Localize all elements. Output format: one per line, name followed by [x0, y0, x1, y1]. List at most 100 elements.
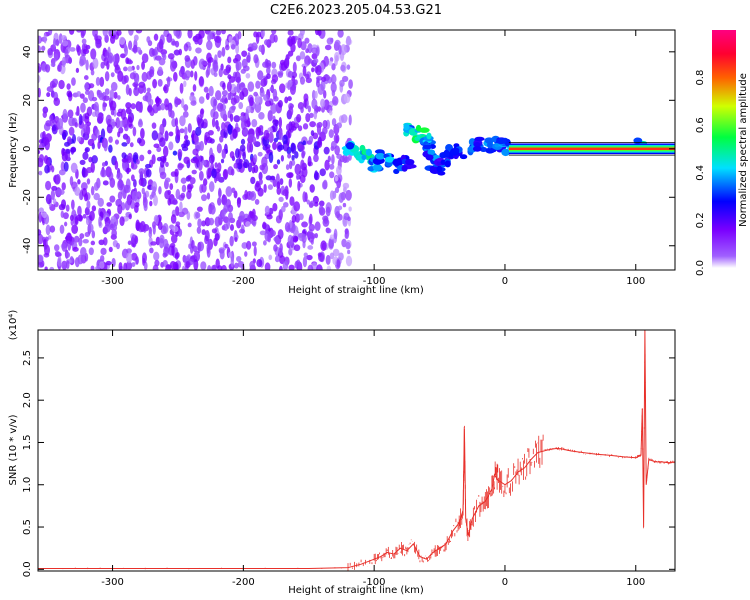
spectrogram-noise-cell — [159, 137, 166, 148]
spectrogram-noise-cell — [130, 163, 138, 170]
spectrogram-noise-cell — [247, 81, 255, 92]
spectrogram-noise-cell — [316, 264, 323, 270]
spectrogram-noise-cell — [175, 125, 179, 137]
spectrogram-noise-cell — [296, 259, 301, 268]
spectrogram-noise-cell — [167, 53, 175, 60]
spectrogram-noise-cell — [327, 155, 331, 163]
snr-x-tick-label: 0 — [502, 577, 508, 588]
spectrogram-noise-cell — [201, 194, 208, 202]
spectrogram-noise-cell — [108, 144, 113, 153]
spectrogram-noise-cell — [51, 165, 55, 173]
spectrogram-noise-cell — [238, 101, 244, 110]
spectrogram-noise-cell — [130, 174, 135, 182]
spectrogram-noise-cell — [136, 137, 142, 144]
spectrogram-noise-cell — [204, 230, 210, 242]
spectrogram-noise-cell — [179, 115, 186, 127]
spectrogram-noise-cell — [308, 223, 315, 232]
spectrogram-noise-cell — [159, 237, 164, 249]
spectrogram-noise-cell — [229, 113, 234, 122]
spectrogram-noise-cell — [294, 163, 302, 176]
spectrogram-noise-cell — [273, 163, 278, 170]
spectrogram-noise-cell — [82, 48, 90, 55]
spectrogram-noise-cell — [187, 123, 192, 133]
spectrogram-noise-cell — [171, 245, 175, 256]
spectrogram-noise-cell — [164, 190, 171, 200]
spectrogram-noise-cell — [157, 221, 163, 230]
snr-y-ticks: 0.0 0.5 1.0 1.5 2.0 2.5 — [22, 350, 675, 577]
spectrogram-noise-cell — [153, 194, 158, 207]
spectrogram-noise-cell — [158, 186, 162, 195]
spectrogram-signal-cell — [393, 168, 400, 175]
spectrogram-noise-cell — [45, 64, 51, 73]
spectrogram-noise-cell — [168, 141, 174, 151]
spectrogram-noise-cell — [87, 223, 94, 233]
spectrogram-noise-cell — [79, 93, 85, 99]
spectrogram-noise-cell — [300, 106, 304, 114]
spectrogram-noise-cell — [348, 206, 352, 212]
spectrogram-noise-cell — [164, 130, 169, 142]
spectrogram-noise-cell — [138, 81, 146, 88]
spectrogram-noise-cell — [138, 168, 145, 175]
spectrogram-noise-cell — [159, 123, 165, 136]
spectrogram-noise-cell — [249, 96, 254, 107]
spectrogram-noise-cell — [76, 136, 82, 142]
spectrogram-noise-cell — [276, 186, 282, 195]
spectrogram-noise-cell — [340, 44, 347, 56]
spectrogram-noise-cell — [257, 70, 264, 81]
spectrogram-noise-cell — [116, 242, 120, 250]
spectrogram-noise-cell — [290, 142, 297, 154]
spectrogram-noise-cell — [216, 125, 221, 132]
spectrogram-noise-cell — [258, 112, 265, 120]
spectrogram-noise-cell — [86, 200, 91, 210]
spectrogram-noise-cell — [302, 140, 306, 146]
spectrogram-noise-cell — [103, 57, 109, 66]
spectrogram-noise-cell — [300, 159, 305, 171]
spectrogram-noise-cell — [91, 230, 96, 239]
spectrogram-noise-cell — [283, 201, 289, 208]
spectrogram-noise-cell — [194, 70, 198, 81]
spectrogram-noise-cell — [309, 121, 316, 128]
spectrogram-noise-cell — [228, 251, 233, 258]
spectrogram-noise-cell — [293, 244, 301, 252]
spectrogram-noise-cell — [146, 87, 151, 93]
spectrogram-frame — [37, 29, 676, 271]
spectrogram-noise-cell — [103, 95, 110, 102]
spectrogram-noise-cell — [201, 60, 208, 66]
spectrogram-noise-cell — [252, 136, 257, 145]
spectrogram-noise-cell — [88, 247, 94, 256]
spectrogram-noise-cell — [237, 260, 245, 268]
spectrogram-noise-cell — [177, 162, 184, 171]
spectrogram-noise-cell — [263, 76, 268, 86]
spectrogram-noise-cell — [336, 213, 343, 221]
spectrogram-noise-cell — [184, 70, 192, 79]
spectrogram-noise-cell — [69, 214, 74, 222]
spectrogram-noise-cell — [145, 163, 152, 169]
spectrogram-noise-cell — [329, 110, 333, 116]
spectrogram-noise-cell — [202, 118, 208, 128]
spectrogram-noise-cell — [240, 117, 245, 123]
spectrogram-noise-cell — [156, 156, 163, 162]
spectrogram-noise-cell — [169, 260, 177, 270]
spectrogram-noise-cell — [84, 207, 90, 216]
spectrogram-noise-cell — [42, 239, 47, 247]
spectrogram-noise-cell — [185, 261, 190, 269]
spectrogram-noise-cell — [239, 144, 246, 152]
spectrogram-noise-cell — [114, 160, 119, 170]
spectrogram-noise-cell — [307, 245, 314, 250]
spectrogram-noise-cell — [267, 127, 274, 133]
spectrogram-noise-cell — [297, 125, 303, 132]
spectrogram-noise-cell — [163, 84, 169, 94]
spectrogram-noise-cell — [174, 117, 179, 127]
spectrogram-noise-cell — [246, 141, 251, 153]
spectrogram-noise-cell — [257, 127, 262, 134]
spectrogram-y-label: Frequency (Hz) — [8, 112, 19, 188]
spectrogram-signal-cell — [453, 147, 460, 153]
spectrogram-noise-cell — [147, 104, 153, 112]
spectrogram-signal-cell — [459, 154, 468, 160]
spectrogram-noise-cell — [224, 44, 230, 51]
spectrogram-noise-cell — [287, 30, 294, 36]
spectrogram-noise-cell — [306, 231, 314, 239]
spectrogram-noise-cell — [126, 252, 133, 264]
spectrogram-noise-cell — [133, 34, 139, 42]
spectrogram-noise-cell — [214, 162, 218, 168]
